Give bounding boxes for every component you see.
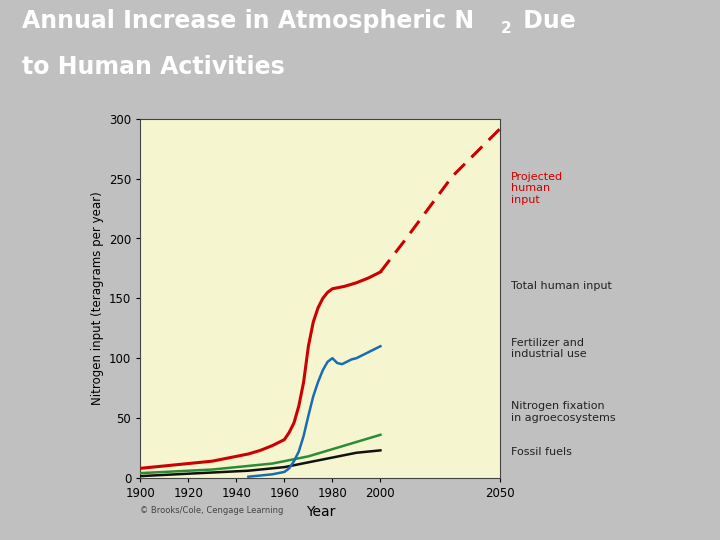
Text: Fertilizer and
industrial use: Fertilizer and industrial use bbox=[511, 338, 587, 360]
Text: Nitrogen fixation
in agroecosystems: Nitrogen fixation in agroecosystems bbox=[511, 401, 616, 423]
Y-axis label: Nitrogen input (teragrams per year): Nitrogen input (teragrams per year) bbox=[91, 192, 104, 405]
Text: 2: 2 bbox=[500, 21, 511, 36]
Text: © Brooks/Cole, Cengage Learning: © Brooks/Cole, Cengage Learning bbox=[140, 506, 284, 515]
Text: Projected
human
input: Projected human input bbox=[511, 172, 563, 205]
Text: to Human Activities: to Human Activities bbox=[22, 55, 284, 79]
Text: Annual Increase in Atmospheric N: Annual Increase in Atmospheric N bbox=[22, 9, 474, 33]
Text: Fossil fuels: Fossil fuels bbox=[511, 447, 572, 456]
X-axis label: Year: Year bbox=[306, 505, 335, 519]
Text: Total human input: Total human input bbox=[511, 281, 612, 292]
Text: Due: Due bbox=[515, 9, 575, 33]
